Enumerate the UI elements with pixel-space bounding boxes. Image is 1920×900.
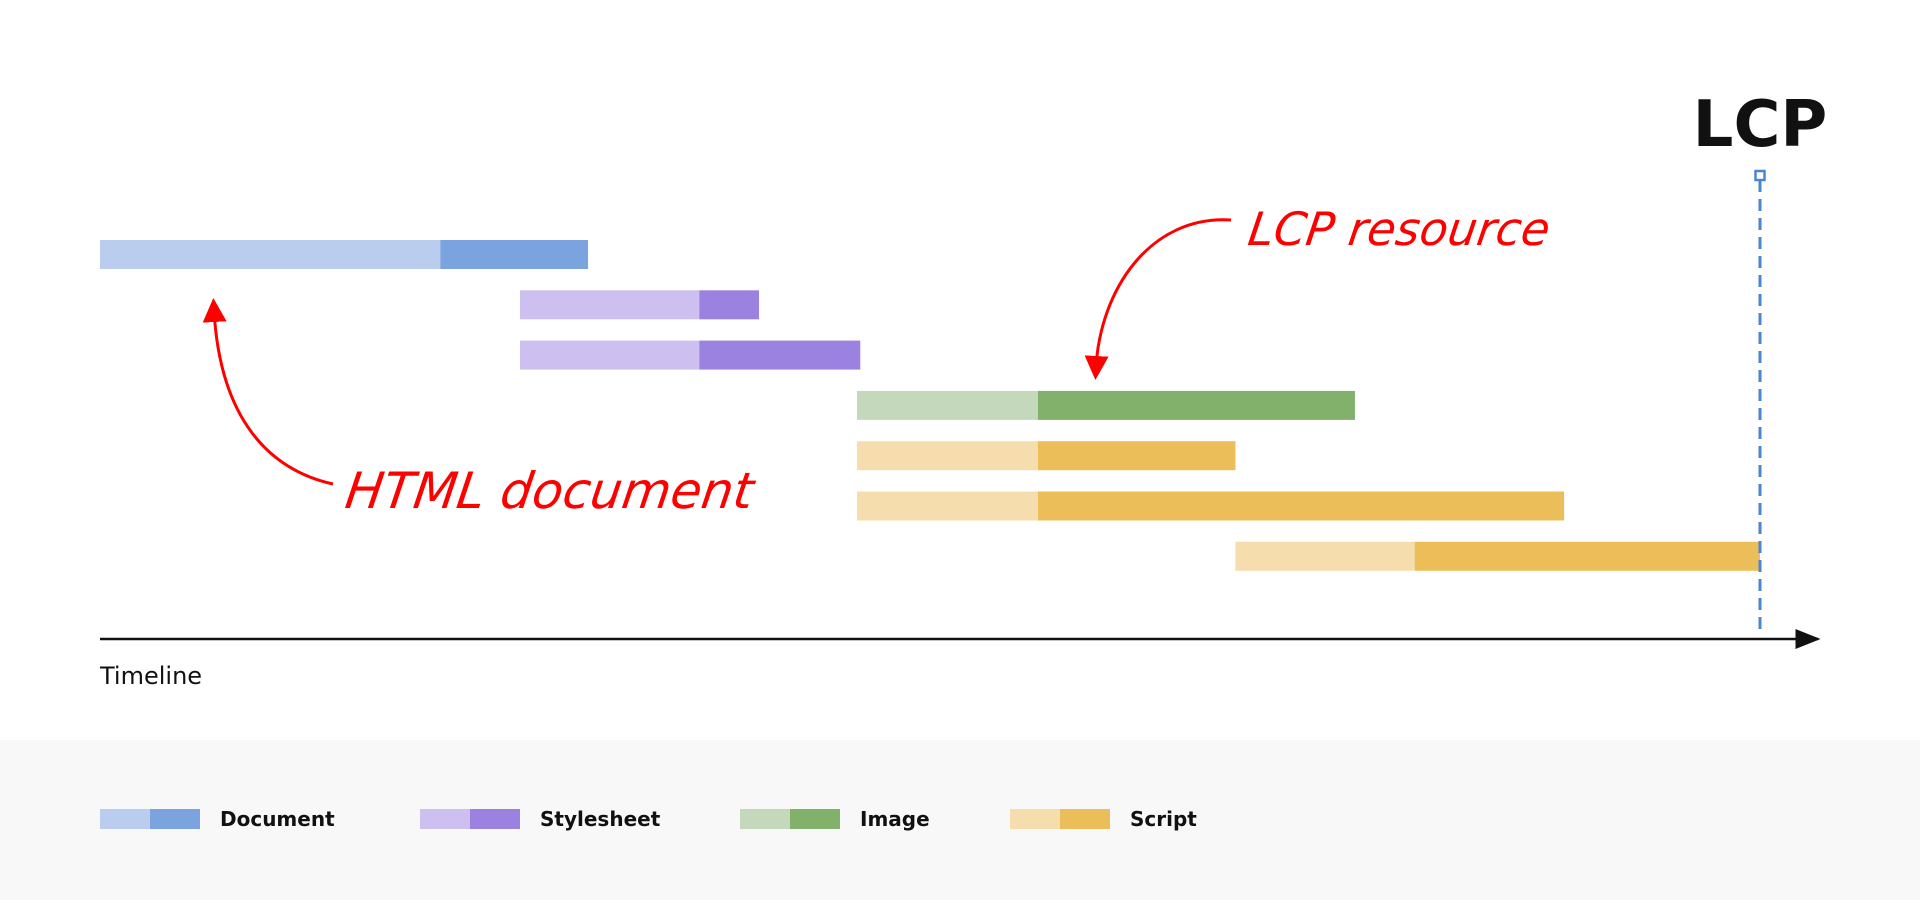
legend-item-script: Script [1010, 807, 1197, 831]
legend-swatch-dark [1060, 809, 1110, 829]
legend-label: Script [1130, 807, 1197, 831]
bar-script-download [1037, 491, 1565, 521]
x-axis-label: Timeline [100, 662, 203, 690]
legend-item-stylesheet: Stylesheet [420, 807, 661, 831]
bar-stylesheet-waiting [519, 290, 700, 320]
legend-swatch-light [420, 809, 470, 829]
bar-script-waiting [856, 491, 1038, 521]
html-document-arrow [202, 298, 334, 486]
legend-area [0, 740, 1920, 900]
lcp-resource-arrow [1084, 218, 1232, 380]
legend-swatch-dark [150, 809, 200, 829]
bar-image-download [1037, 390, 1355, 420]
lcp-marker-handle [1754, 169, 1766, 182]
annotation-lcp-resource: LCP resource [1245, 202, 1554, 256]
bar-script-waiting [856, 441, 1038, 471]
legend-swatch-dark [470, 809, 520, 829]
bar-script-download [1414, 541, 1760, 571]
legend-swatch-light [740, 809, 790, 829]
legend-label: Image [860, 807, 930, 831]
bar-document-download [440, 240, 589, 269]
legend-item-image: Image [740, 807, 930, 831]
bar-script-download [1037, 441, 1236, 471]
legend-swatch-light [100, 809, 150, 829]
bar-stylesheet-download [699, 340, 861, 370]
legend-item-document: Document [100, 807, 335, 831]
bar-script-waiting [1235, 541, 1415, 571]
bar-stylesheet-waiting [519, 340, 700, 370]
legend-swatch-dark [790, 809, 840, 829]
annotation-html-document: HTML document [342, 461, 760, 520]
bar-image-waiting [856, 390, 1038, 420]
legend-swatch-light [1010, 809, 1060, 829]
legend-label: Stylesheet [540, 807, 661, 831]
waterfall-chart: HTML document LCP resource [100, 169, 1821, 649]
bar-stylesheet-download [699, 290, 760, 320]
lcp-label: LCP [1692, 88, 1828, 162]
bar-document-waiting [100, 240, 441, 269]
legend-label: Document [220, 807, 335, 831]
